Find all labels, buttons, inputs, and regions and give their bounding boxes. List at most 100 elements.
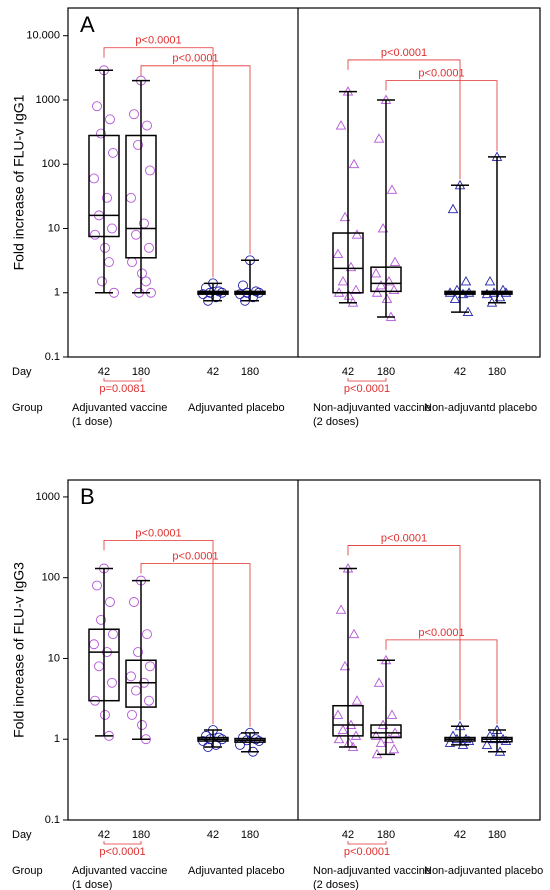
data-point — [127, 709, 137, 720]
data-point — [332, 248, 344, 259]
data-point — [332, 709, 344, 719]
day-bracket — [103, 841, 142, 845]
data-point — [94, 661, 104, 672]
data-point — [108, 147, 118, 158]
data-point — [386, 184, 398, 194]
group-label: Group — [12, 402, 43, 414]
group-name: Non-adjuvanted vaccine — [313, 865, 431, 877]
data-point — [105, 114, 115, 125]
data-point — [92, 101, 102, 112]
group-name: Non-adjuvantd placebo — [424, 402, 537, 414]
box — [332, 704, 364, 737]
p-value: p<0.0001 — [418, 68, 464, 80]
box — [125, 134, 157, 259]
data-point — [145, 165, 155, 176]
p-value: p<0.0001 — [135, 35, 181, 47]
data-point — [351, 229, 363, 239]
p-value: p<0.0001 — [381, 47, 427, 59]
day-bracket — [347, 378, 387, 382]
data-point — [370, 267, 382, 278]
x-tick-label: 42 — [98, 366, 110, 378]
day-label: Day — [12, 366, 32, 378]
data-point — [142, 120, 152, 131]
y-tick-label: 1 — [54, 287, 60, 299]
box — [332, 232, 364, 294]
day-p-value: p<0.0001 — [99, 846, 145, 858]
panel-letter: B — [80, 484, 95, 509]
comparison-bracket — [385, 80, 498, 151]
data-point — [96, 614, 106, 625]
data-point — [348, 158, 360, 169]
group-name: Adjuvanted placebo — [188, 865, 285, 877]
data-point — [500, 735, 512, 745]
data-point — [337, 276, 349, 286]
comparison-bracket — [385, 639, 498, 725]
box — [370, 724, 402, 739]
day-p-value: p=0.0081 — [99, 383, 145, 395]
data-point — [348, 628, 360, 639]
y-tick-label: 10 — [48, 222, 60, 234]
data-point — [375, 737, 387, 747]
x-tick-label: 42 — [342, 829, 354, 841]
y-tick-label: 1000 — [36, 491, 60, 503]
data-point — [388, 284, 400, 295]
data-point — [449, 293, 461, 303]
y-axis-label: Fold increase of FLU-v IgG3 — [11, 562, 27, 738]
y-tick-label: 10.000 — [26, 30, 60, 42]
p-value: p<0.0001 — [135, 527, 181, 539]
data-point — [126, 671, 136, 682]
group-name: Non-adjuvanted vaccine — [313, 402, 431, 414]
data-point — [97, 276, 107, 287]
data-point — [351, 695, 363, 705]
day-p-value: p<0.0001 — [344, 846, 390, 858]
x-tick-label: 42 — [207, 366, 219, 378]
x-tick-label: 180 — [488, 829, 506, 841]
data-point — [133, 647, 143, 658]
group-note: (2 doses) — [313, 416, 359, 428]
data-point — [137, 720, 147, 730]
data-point — [107, 677, 117, 688]
day-bracket — [103, 378, 142, 382]
comparison-bracket — [103, 47, 214, 278]
data-point — [335, 604, 347, 614]
box — [125, 659, 157, 708]
data-point — [444, 737, 456, 747]
x-tick-label: 42 — [98, 829, 110, 841]
group-label: Group — [12, 865, 43, 877]
y-tick-label: 100 — [42, 572, 60, 584]
x-tick-label: 180 — [377, 829, 395, 841]
data-point — [386, 709, 398, 719]
y-tick-label: 1000 — [36, 94, 60, 106]
data-point — [144, 695, 154, 706]
data-point — [371, 287, 383, 297]
x-tick-label: 42 — [207, 829, 219, 841]
data-point — [481, 739, 493, 749]
p-value: p<0.0001 — [172, 550, 218, 562]
x-tick-label: 42 — [454, 366, 466, 378]
data-point — [343, 290, 355, 300]
group-name: Adjuvanted placebo — [188, 402, 285, 414]
x-tick-label: 180 — [132, 829, 150, 841]
data-point — [133, 139, 143, 150]
p-value: p<0.0001 — [418, 627, 464, 639]
data-point — [131, 229, 141, 240]
data-point — [381, 293, 393, 303]
data-point — [127, 257, 137, 268]
comparison-bracket — [140, 563, 251, 727]
data-point — [333, 733, 345, 744]
box — [370, 266, 402, 293]
plot-frame — [67, 7, 541, 358]
box — [88, 134, 120, 238]
data-point — [375, 280, 387, 290]
data-point — [92, 580, 102, 591]
x-tick-label: 180 — [488, 366, 506, 378]
data-point — [96, 128, 106, 139]
x-tick-label: 42 — [342, 366, 354, 378]
data-point — [104, 257, 114, 268]
group-note: (2 doses) — [313, 879, 359, 890]
day-label: Day — [12, 829, 32, 841]
data-point — [108, 629, 118, 640]
y-axis-label: Fold increase of FLU-v IgG1 — [11, 94, 27, 270]
data-point — [370, 730, 382, 740]
